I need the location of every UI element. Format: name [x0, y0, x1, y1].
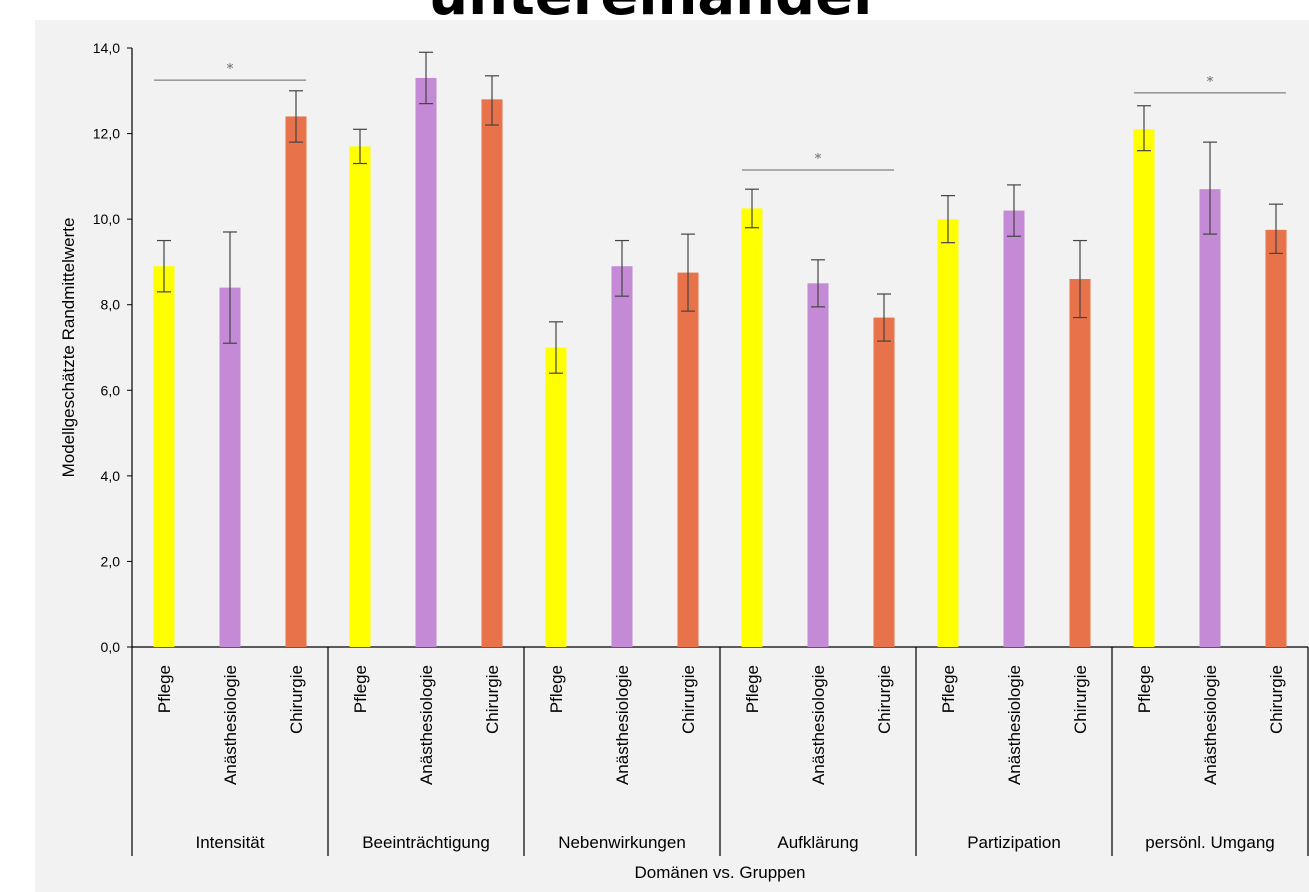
x-category-label: Pflege [743, 665, 762, 713]
y-tick-label: 12,0 [93, 126, 120, 142]
chart-title: untereinander [0, 0, 1309, 36]
x-category-label: Chirurgie [679, 665, 698, 734]
bar-chirurgie [1069, 279, 1091, 647]
x-group-label: Aufklärung [777, 833, 858, 852]
y-tick-label: 2,0 [101, 553, 121, 569]
significance-star: * [227, 62, 234, 77]
x-category-label: Pflege [547, 665, 566, 713]
bar-pflege [153, 266, 175, 647]
x-category-label: Pflege [351, 665, 370, 713]
y-tick-label: 14,0 [93, 40, 120, 56]
x-category-label: Chirurgie [1071, 665, 1090, 734]
x-group-label: Intensität [196, 833, 265, 852]
bar-anästhesiologie [807, 283, 829, 647]
bar-pflege [937, 219, 959, 647]
bar-anästhesiologie [611, 266, 633, 647]
bar-anästhesiologie [219, 287, 241, 647]
x-category-label: Pflege [155, 665, 174, 713]
bar-chirurgie [873, 317, 895, 647]
chart-background [35, 20, 1309, 892]
y-axis-label: Modellgeschätzte Randmittelwerte [59, 218, 78, 478]
x-category-label: Anästhesiologie [613, 665, 632, 785]
x-category-label: Pflege [1135, 665, 1154, 713]
x-group-label: Nebenwirkungen [558, 833, 686, 852]
x-category-label: Chirurgie [287, 665, 306, 734]
bar-pflege [349, 146, 371, 647]
bar-anästhesiologie [415, 77, 437, 647]
x-category-label: Pflege [939, 665, 958, 713]
y-tick-label: 4,0 [101, 468, 121, 484]
y-tick-label: 8,0 [101, 297, 121, 313]
x-category-label: Anästhesiologie [1005, 665, 1024, 785]
bar-anästhesiologie [1003, 210, 1025, 648]
x-group-label: persönl. Umgang [1145, 833, 1274, 852]
significance-star: * [815, 152, 822, 167]
bar-chirurgie [481, 99, 503, 648]
x-group-label: Partizipation [967, 833, 1061, 852]
x-category-label: Anästhesiologie [417, 665, 436, 785]
bar-pflege [545, 347, 567, 647]
significance-star: * [1207, 75, 1214, 90]
x-category-label: Chirurgie [483, 665, 502, 734]
bar-chirurgie [1265, 229, 1287, 647]
x-category-label: Anästhesiologie [809, 665, 828, 785]
x-category-label: Chirurgie [875, 665, 894, 734]
x-group-label: Beeinträchtigung [362, 833, 490, 852]
y-tick-label: 6,0 [101, 382, 121, 398]
bar-pflege [1133, 129, 1155, 648]
x-category-label: Anästhesiologie [1201, 665, 1220, 785]
bar-anästhesiologie [1199, 189, 1221, 647]
y-tick-label: 10,0 [93, 211, 120, 227]
x-category-label: Anästhesiologie [221, 665, 240, 785]
y-tick-label: 0,0 [101, 639, 121, 655]
bar-chirurgie [677, 272, 699, 647]
bar-pflege [741, 208, 763, 648]
bar-chirurgie [285, 116, 307, 647]
x-axis-label: Domänen vs. Gruppen [634, 863, 805, 882]
x-category-label: Chirurgie [1267, 665, 1286, 734]
